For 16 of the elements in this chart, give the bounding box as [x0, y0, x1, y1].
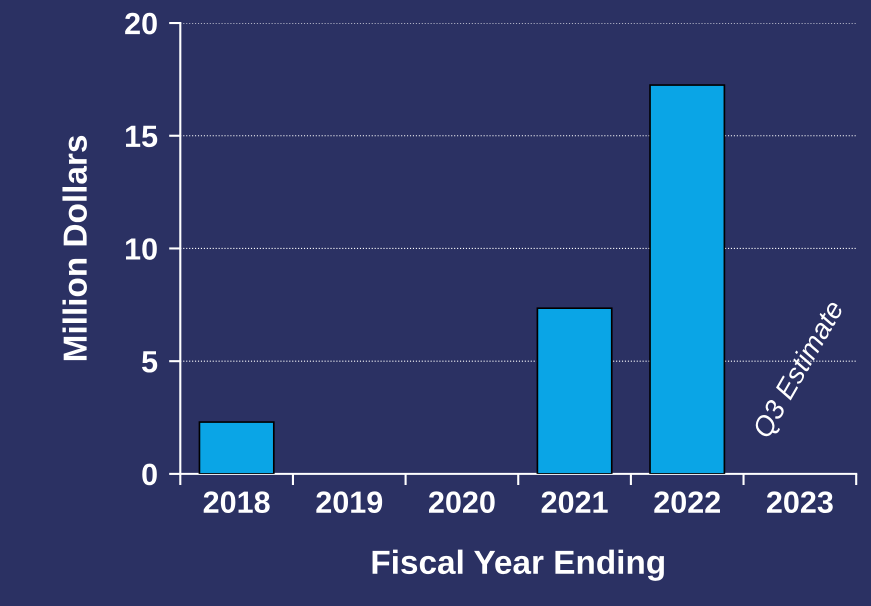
x-tick-label: 2019	[316, 491, 382, 514]
x-tick-label: 2020	[428, 491, 495, 514]
x-tick-label: 2023	[766, 491, 833, 514]
x-tick-label: 2022	[654, 491, 720, 514]
y-tick-label: 5	[142, 351, 158, 373]
x-axis-title: Fiscal Year Ending	[372, 550, 664, 581]
y-tick-label: 15	[126, 126, 158, 148]
y-tick-label: 10	[126, 238, 157, 260]
bar	[536, 307, 613, 474]
x-tick-label: 2021	[542, 491, 608, 514]
bar	[198, 421, 275, 474]
bar	[649, 84, 726, 474]
y-tick-label: 20	[125, 12, 157, 34]
y-axis-title: Million Dollars	[62, 136, 87, 360]
y-tick-label: 0	[142, 464, 157, 486]
x-tick-label: 2018	[204, 491, 270, 514]
